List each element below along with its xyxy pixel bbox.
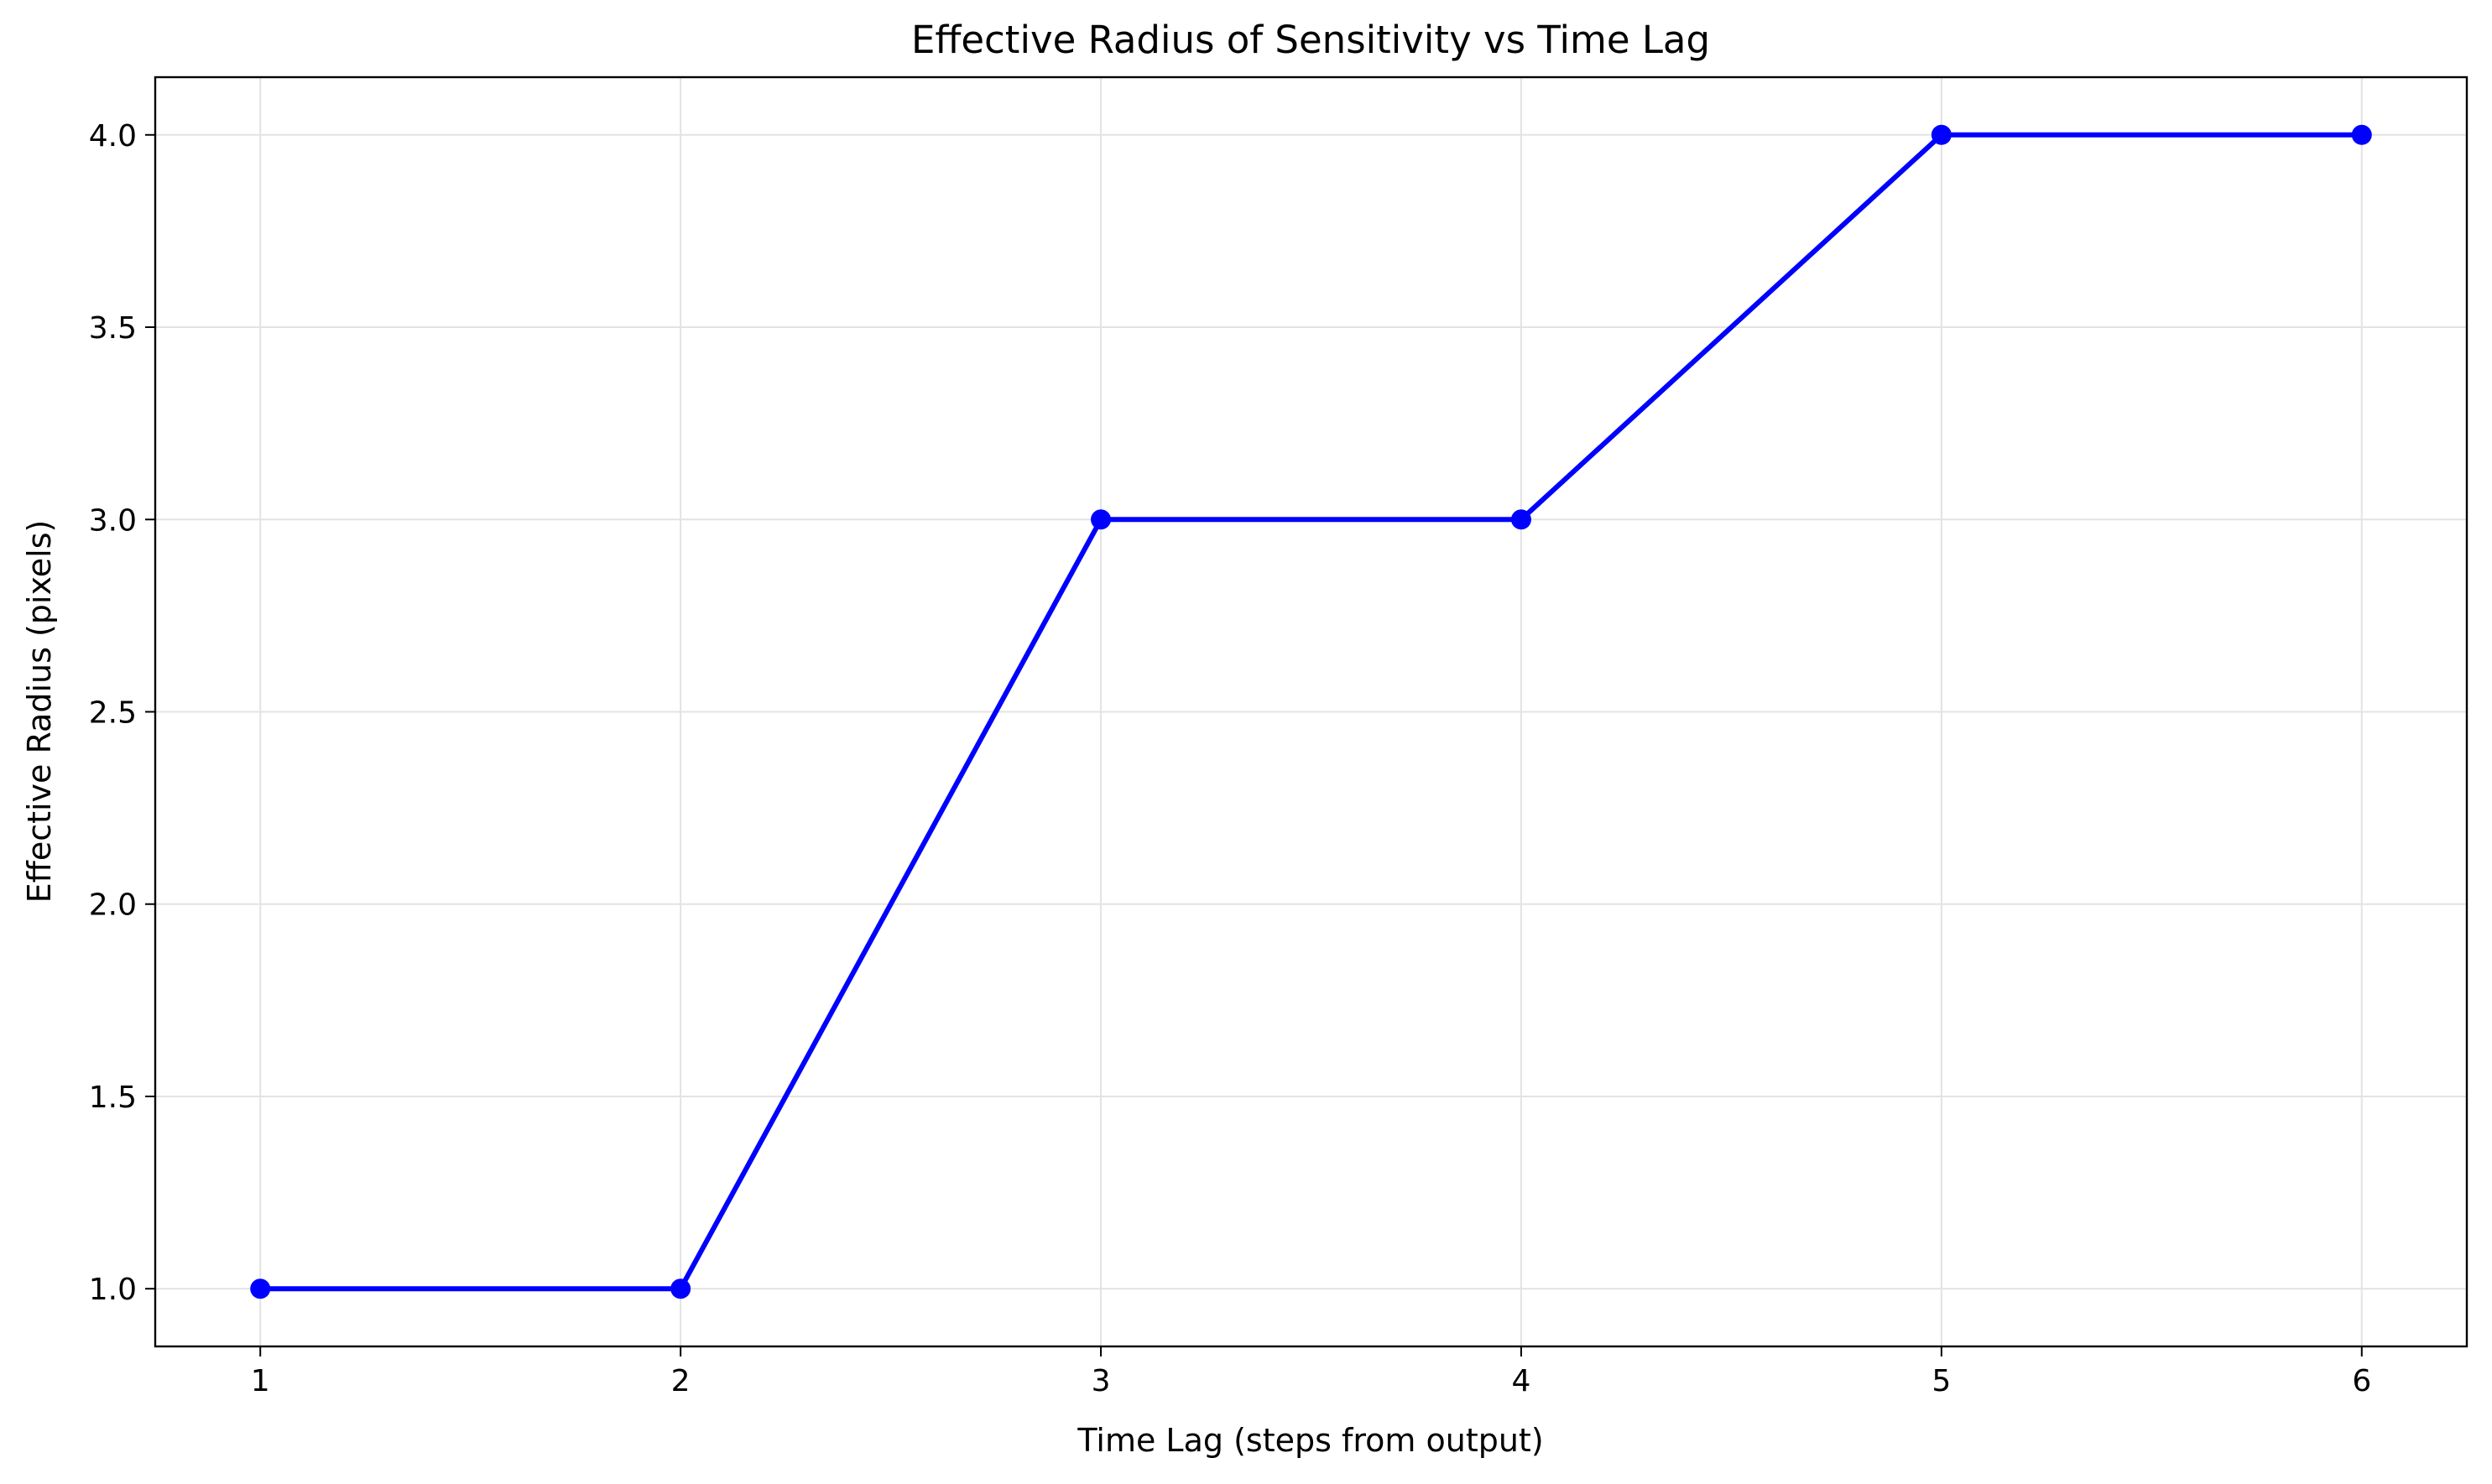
data-point [1091,509,1112,530]
data-point [1510,509,1531,530]
y-tick-label: 2.0 [89,888,137,923]
y-tick-label: 3.0 [89,503,137,538]
y-axis-label: Effective Radius (pixels) [21,520,58,903]
data-point [250,1278,271,1299]
y-tick-label: 1.0 [89,1273,137,1307]
x-tick-label: 4 [1512,1364,1531,1398]
x-tick-label: 1 [251,1364,270,1398]
series-line [258,132,2364,1292]
series-layer [250,124,2372,1299]
x-tick-label: 6 [2352,1364,2371,1398]
x-tick-label: 2 [671,1364,691,1398]
data-point [1931,124,1952,145]
x-tick-label: 5 [1932,1364,1951,1398]
y-tick-label: 1.5 [89,1080,137,1115]
y-tick-label: 3.5 [89,311,137,346]
chart-title: Effective Radius of Sensitivity vs Time … [911,18,1710,62]
y-tick-label: 2.5 [89,696,137,731]
data-point [2351,124,2372,145]
y-tick-label: 4.0 [89,119,137,154]
x-axis-label: Time Lag (steps from output) [1077,1422,1543,1459]
axis-ticks: 1 2 3 4 5 6 1.0 1.5 2.0 2.5 3.0 3.5 4.0 [89,119,2371,1398]
x-tick-label: 3 [1092,1364,1111,1398]
data-point [670,1278,691,1299]
